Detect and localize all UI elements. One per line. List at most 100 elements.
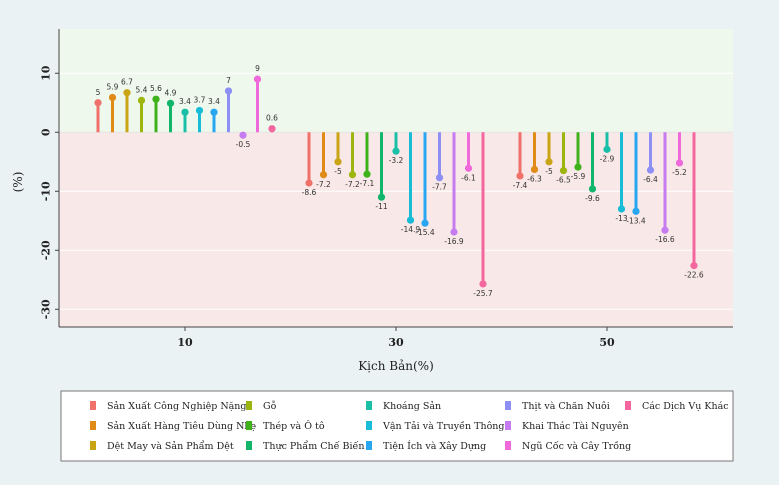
data-point [646, 166, 655, 174]
data-point [334, 158, 342, 166]
data-point [574, 163, 582, 171]
data-label: 5 [96, 88, 101, 97]
data-label: -0.5 [236, 140, 251, 149]
y-tick-label: -20 [40, 240, 53, 260]
legend-label: Thực Phẩm Chế Biến [263, 440, 365, 452]
data-point [450, 228, 458, 236]
legend-swatch [625, 401, 631, 410]
data-point [152, 95, 160, 103]
x-tick-label: 10 [177, 336, 193, 349]
data-label: -3.2 [389, 156, 404, 165]
data-label: -7.2 [316, 180, 331, 189]
data-label: -14.9 [401, 225, 421, 234]
legend-swatch [246, 441, 252, 450]
data-point [363, 170, 371, 178]
positive-region [59, 29, 733, 133]
data-label: -6.1 [461, 173, 476, 182]
data-point [421, 219, 429, 227]
data-point [632, 207, 640, 215]
data-point [675, 159, 684, 167]
x-tick-label: 30 [388, 336, 404, 349]
data-point [210, 108, 218, 116]
data-label: -9.6 [585, 194, 600, 203]
data-label: -7.4 [513, 181, 528, 190]
data-point [690, 262, 698, 270]
data-label: -7.7 [432, 183, 447, 192]
data-point [319, 171, 328, 179]
legend-label: Sản Xuất Công Nghiệp Nặng [107, 401, 247, 412]
legend-label: Sản Xuất Hàng Tiêu Dùng Nhẹ [107, 421, 257, 432]
data-point [166, 99, 175, 107]
legend-label: Tiện Ích và Xây Dựng [383, 440, 486, 452]
data-point [559, 167, 568, 175]
data-label: -22.6 [684, 271, 704, 280]
data-point [617, 205, 626, 213]
data-label: 4.9 [165, 88, 177, 97]
data-label: 5.4 [136, 85, 148, 94]
data-label: -5 [334, 167, 342, 176]
data-label: 5.6 [150, 84, 162, 93]
legend-box [60, 390, 734, 462]
legend-swatch [90, 441, 96, 450]
legend-swatch [505, 421, 511, 430]
legend-label: Khoáng Sản [383, 401, 441, 412]
data-point [545, 158, 553, 166]
data-point [137, 96, 146, 105]
data-point [435, 174, 444, 182]
legend-swatch [505, 401, 511, 410]
data-label: -6.3 [527, 174, 542, 183]
data-label: -5.2 [672, 168, 687, 177]
data-label: -16.6 [655, 235, 675, 244]
data-point [253, 75, 262, 83]
data-point [94, 99, 102, 107]
data-label: -16.9 [444, 237, 464, 246]
legend-label: Ngũ Cốc và Cây Trồng [522, 441, 631, 452]
data-label: -13 [615, 214, 627, 223]
data-point [195, 106, 204, 115]
y-tick-label: 0 [40, 128, 53, 136]
data-label: -6.5 [556, 176, 571, 185]
legend-label: Dệt May và Sản Phẩm Dệt [107, 440, 234, 452]
legend-swatch [246, 401, 252, 410]
data-point [392, 147, 400, 155]
data-label: -2.9 [600, 154, 615, 163]
data-label: 3.4 [179, 97, 191, 106]
data-label: -11 [375, 202, 387, 211]
data-label: 3.7 [194, 95, 206, 104]
x-axis-title: Kịch Bản(%) [358, 359, 434, 373]
data-label: 0.6 [266, 114, 278, 123]
legend-label: Các Dịch Vụ Khác [642, 401, 729, 412]
data-point [239, 131, 247, 139]
data-label: -13.4 [626, 216, 646, 225]
data-label: -5.9 [571, 172, 586, 181]
data-label: 6.7 [121, 78, 133, 87]
y-tick-label: 10 [40, 65, 53, 81]
data-label: -8.6 [302, 188, 317, 197]
data-point [588, 185, 597, 193]
legend-swatch [505, 441, 511, 450]
data-label: 7 [226, 76, 231, 85]
data-label: 9 [255, 64, 260, 73]
legend-swatch [90, 401, 96, 410]
data-label: -7.2 [345, 180, 360, 189]
data-point [530, 165, 539, 174]
data-point [268, 125, 276, 133]
data-point [661, 226, 669, 234]
y-tick-label: -10 [40, 181, 53, 201]
data-point [406, 216, 415, 224]
data-label: -15.4 [415, 228, 435, 237]
data-label: -25.7 [473, 289, 493, 298]
data-point [348, 171, 357, 179]
legend-swatch [366, 441, 372, 450]
legend-swatch [246, 421, 252, 430]
legend-swatch [90, 421, 96, 430]
data-point [464, 164, 473, 172]
data-point [181, 108, 189, 116]
data-point [108, 93, 117, 102]
y-axis-title: (%) [11, 172, 25, 193]
legend-label: Gỗ [263, 400, 277, 412]
data-label: 5.9 [107, 82, 119, 91]
data-point [224, 87, 233, 95]
